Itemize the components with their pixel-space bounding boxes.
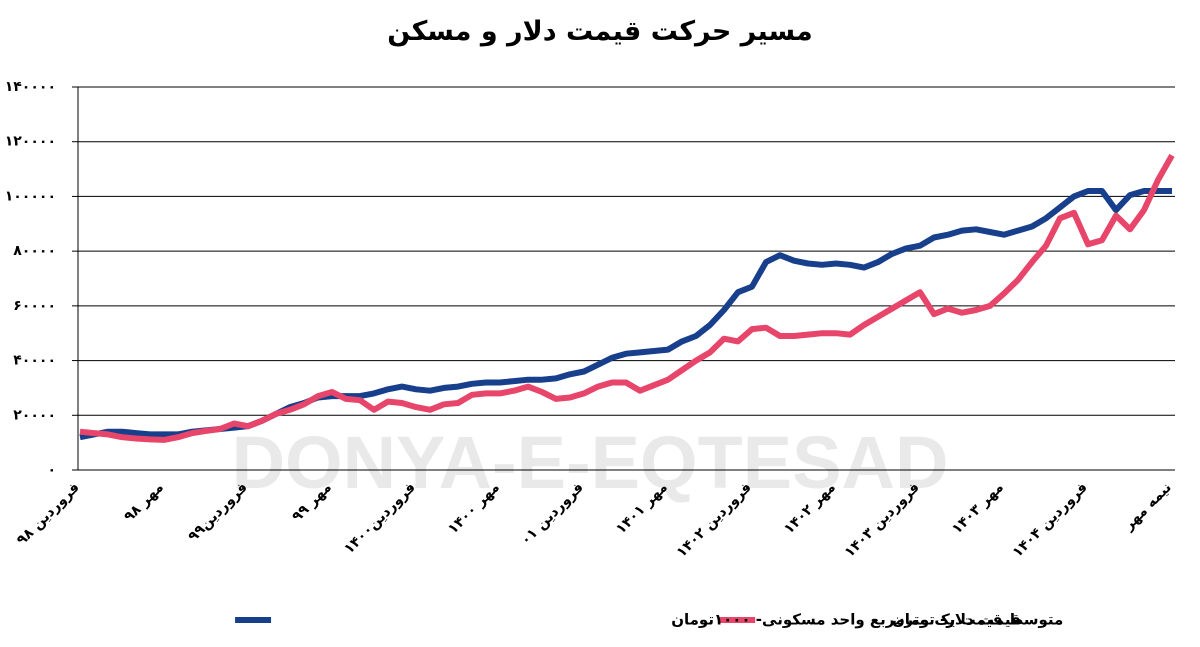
legend-label: قیمت دلار- تومان: [892, 611, 1021, 629]
x-tick-label: فروردین ۹۸: [14, 480, 83, 549]
y-tick-label: ۲۰۰۰۰: [13, 407, 56, 423]
x-tick-label: مهر ۱۴۰۳: [949, 480, 1007, 538]
y-tick-label: ۴۰۰۰۰: [13, 353, 56, 369]
y-tick-label: ۱۲۰۰۰۰: [5, 134, 56, 150]
y-tick-label: ۱۴۰۰۰۰: [5, 79, 56, 95]
watermark: DONYA-E-EQTESAD: [232, 421, 949, 504]
legend-label: متوسط قیمت یک مترمربع واحد مسکونی- ۱۰۰۰ت…: [671, 611, 1063, 629]
x-tick-label: نیمه مهر: [1120, 480, 1175, 535]
y-tick-label: ۶۰۰۰۰: [13, 298, 56, 314]
x-tick-label: فروردین۹۹: [185, 480, 251, 546]
x-tick-label: مهر ۹۸: [121, 480, 167, 526]
chart-title: مسیر حرکت قیمت دلار و مسکن: [387, 16, 812, 47]
y-tick-label: ۱۰۰۰۰۰: [5, 188, 56, 204]
series-line: [79, 188, 1172, 441]
x-tick-label: فروردین ۱۴۰۴: [1010, 480, 1091, 561]
y-tick-label: ۸۰۰۰۰: [13, 243, 56, 259]
series-line: [79, 153, 1175, 443]
y-tick-label: ۰: [47, 462, 56, 478]
